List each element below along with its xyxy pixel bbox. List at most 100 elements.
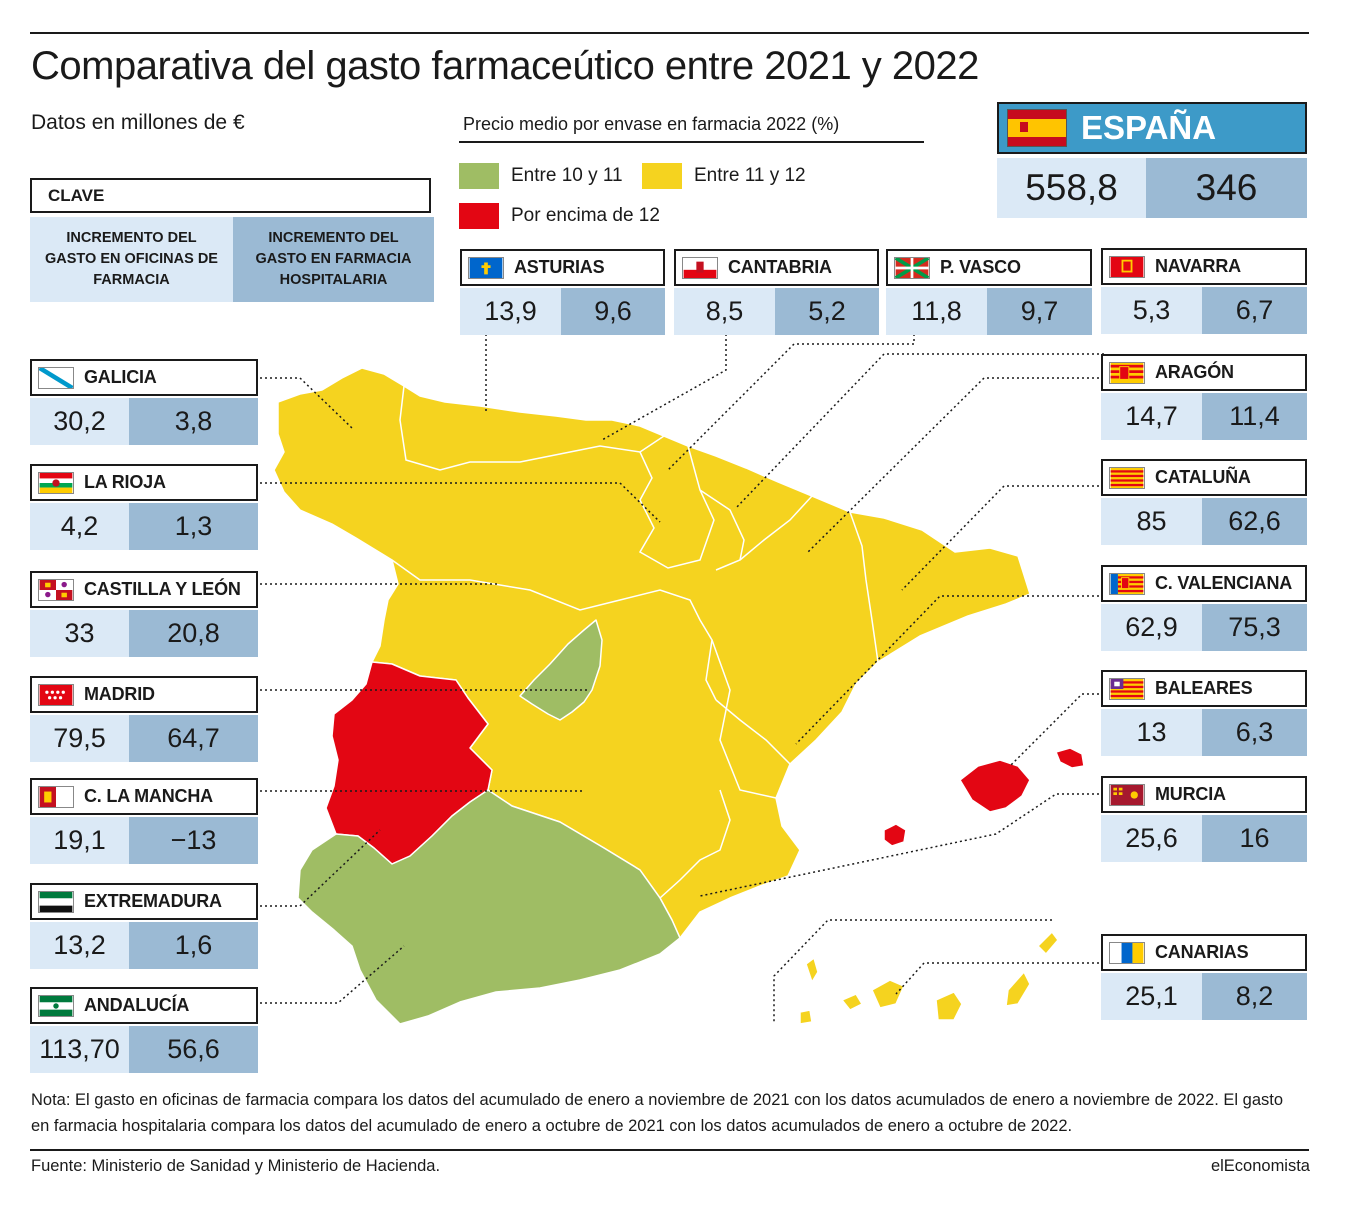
region-name: C. VALENCIANA: [1155, 573, 1293, 593]
canarias-flag-icon: [1109, 941, 1145, 964]
clave-col-hospitalaria: INCREMENTO DEL GASTO EN FARMACIA HOSPITA…: [233, 217, 434, 302]
espana-oficinas-value: 558,8: [997, 158, 1146, 218]
hospitalaria-value: 56,6: [129, 1026, 258, 1073]
oficinas-value: 8,5: [674, 288, 775, 335]
hospitalaria-value: 9,6: [561, 288, 665, 335]
hospitalaria-value: 3,8: [129, 398, 258, 445]
brand-text: elEconomista: [1210, 1157, 1310, 1175]
clave-col-hospitalaria-label: INCREMENTO DEL GASTO EN FARMACIA HOSPITA…: [255, 229, 412, 288]
oficinas-value: 13: [1101, 709, 1202, 756]
region-canarias-3: [841, 993, 863, 1011]
page-subtitle: Datos en millones de €: [31, 111, 245, 134]
clave-title: CLAVE: [30, 178, 431, 213]
legend-item-red: Por encima de 12: [459, 203, 660, 229]
region-mallorca: [959, 759, 1031, 813]
legend-swatch-red: [459, 203, 499, 229]
card-header: EXTREMADURA: [30, 883, 258, 920]
legend-item-green: Entre 10 y 11: [459, 163, 623, 189]
hospitalaria-value: 1,3: [129, 503, 258, 550]
cvalenciana-flag-icon: [1109, 572, 1145, 595]
espana-name: ESPAÑA: [1081, 109, 1217, 146]
card-header: CATALUÑA: [1101, 459, 1307, 496]
legend-rule: [459, 141, 924, 143]
oficinas-value: 62,9: [1101, 604, 1202, 651]
larioja-flag-icon: [38, 471, 74, 494]
region-menorca: [1055, 747, 1085, 769]
oficinas-value: 11,8: [886, 288, 987, 335]
footnote: Nota: El gasto en oficinas de farmacia c…: [31, 1091, 1284, 1135]
region-name: CANTABRIA: [728, 257, 832, 277]
card-header: CANTABRIA: [674, 249, 879, 286]
card-header: MADRID: [30, 676, 258, 713]
region-andalucia: [297, 789, 681, 1025]
region-name: C. LA MANCHA: [84, 786, 213, 806]
legend-swatch-green: [459, 163, 499, 189]
aragon-flag-icon: [1109, 361, 1145, 384]
spain-flag-icon: [1007, 109, 1067, 147]
murcia-flag-icon: [1109, 783, 1145, 806]
hospitalaria-value: 1,6: [129, 922, 258, 969]
oficinas-value: 25,6: [1101, 815, 1202, 862]
hospitalaria-value: 5,2: [775, 288, 879, 335]
oficinas-value: 19,1: [30, 817, 129, 864]
source-text: Fuente: Ministerio de Sanidad y Minister…: [31, 1157, 441, 1175]
oficinas-value: 79,5: [30, 715, 129, 762]
castillaleon-flag-icon: [38, 578, 74, 601]
clave-col-oficinas-label: INCREMENTO DEL GASTO EN OFICINAS DE FARM…: [45, 229, 218, 288]
oficinas-value: 85: [1101, 498, 1202, 545]
hospitalaria-value: 11,4: [1202, 393, 1307, 440]
cantabria-flag-icon: [682, 256, 718, 279]
region-canarias-5: [935, 991, 963, 1021]
extremadura-flag-icon: [38, 890, 74, 913]
hospitalaria-value: −13: [129, 817, 258, 864]
region-name: P. VASCO: [940, 257, 1021, 277]
andalucia-flag-icon: [38, 994, 74, 1017]
region-name: CANARIAS: [1155, 942, 1249, 962]
card-header: CASTILLA Y LEÓN: [30, 571, 258, 608]
galicia-flag-icon: [38, 366, 74, 389]
region-ibiza: [883, 823, 907, 847]
navarra-flag-icon: [1109, 255, 1145, 278]
hospitalaria-value: 6,7: [1202, 287, 1307, 334]
hospitalaria-value: 9,7: [987, 288, 1092, 335]
region-madrid: [519, 619, 603, 721]
oficinas-value: 30,2: [30, 398, 129, 445]
oficinas-value: 14,7: [1101, 393, 1202, 440]
region-canarias-1: [805, 957, 819, 983]
cataluna-flag-icon: [1109, 466, 1145, 489]
oficinas-value: 25,1: [1101, 973, 1202, 1020]
oficinas-value: 13,9: [460, 288, 561, 335]
legend-label-yellow: Entre 11 y 12: [694, 165, 806, 186]
top-rule: [30, 32, 1309, 34]
card-header: P. VASCO: [886, 249, 1092, 286]
legend-label-green: Entre 10 y 11: [511, 165, 623, 186]
card-header: ANDALUCÍA: [30, 987, 258, 1024]
footer-rule: [30, 1149, 1309, 1151]
card-header: NAVARRA: [1101, 248, 1307, 285]
region-canarias-7: [1037, 931, 1059, 955]
hospitalaria-value: 62,6: [1202, 498, 1307, 545]
clave-col-oficinas: INCREMENTO DEL GASTO EN OFICINAS DE FARM…: [30, 217, 233, 302]
hospitalaria-value: 64,7: [129, 715, 258, 762]
card-header: C. VALENCIANA: [1101, 565, 1307, 602]
region-name: MURCIA: [1155, 784, 1226, 804]
espana-hospitalaria-value: 346: [1146, 158, 1307, 218]
hospitalaria-value: 6,3: [1202, 709, 1307, 756]
region-name: MADRID: [84, 684, 155, 704]
card-header: ARAGÓN: [1101, 354, 1307, 391]
region-mainland-yellow: [273, 367, 1031, 939]
region-name: GALICIA: [84, 367, 157, 387]
hospitalaria-value: 20,8: [129, 610, 258, 657]
card-header: C. LA MANCHA: [30, 778, 258, 815]
legend-label-red: Por encima de 12: [511, 205, 660, 226]
card-header: CANARIAS: [1101, 934, 1307, 971]
card-header: ASTURIAS: [460, 249, 665, 286]
oficinas-value: 5,3: [1101, 287, 1202, 334]
region-name: CATALUÑA: [1155, 467, 1251, 487]
card-header: BALEARES: [1101, 670, 1307, 707]
hospitalaria-value: 16: [1202, 815, 1307, 862]
page-title: Comparativa del gasto farmaceútico entre…: [31, 44, 979, 88]
clamancha-flag-icon: [38, 785, 74, 808]
